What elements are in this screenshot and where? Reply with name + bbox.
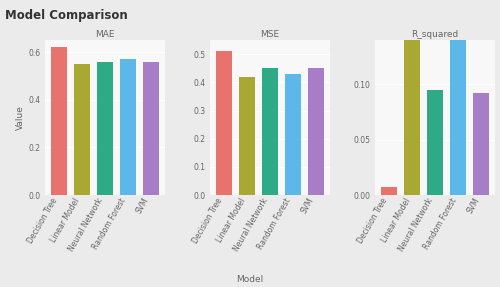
Bar: [239, 77, 255, 195]
Text: Model Comparison: Model Comparison: [5, 9, 128, 22]
Bar: [51, 47, 67, 195]
Bar: [473, 93, 489, 195]
Bar: [120, 59, 136, 195]
Bar: [262, 68, 278, 195]
Bar: [143, 62, 159, 195]
Bar: [450, 0, 466, 195]
Bar: [74, 64, 90, 195]
Text: Model: Model: [236, 275, 264, 284]
Bar: [427, 90, 443, 195]
Bar: [97, 62, 113, 195]
Bar: [404, 0, 420, 195]
Title: MSE: MSE: [260, 30, 280, 39]
Title: R_squared: R_squared: [412, 30, 459, 39]
Bar: [216, 51, 232, 195]
Bar: [308, 68, 324, 195]
Bar: [381, 187, 397, 195]
Bar: [285, 74, 301, 195]
Title: MAE: MAE: [95, 30, 114, 39]
Y-axis label: Value: Value: [16, 105, 25, 130]
